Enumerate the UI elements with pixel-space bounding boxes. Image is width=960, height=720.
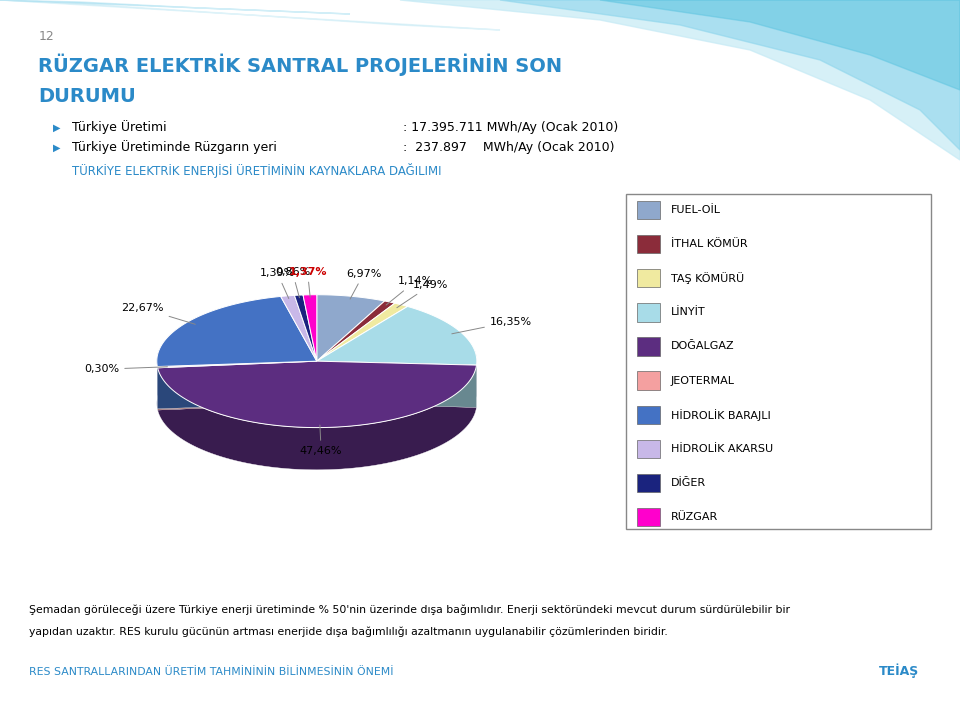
Polygon shape [156, 350, 159, 409]
Text: Türkiye Üretiminde Rüzgarın yeri: Türkiye Üretiminde Rüzgarın yeri [72, 140, 276, 154]
Bar [636, 508, 660, 526]
Text: FUEL-OİL: FUEL-OİL [671, 205, 721, 215]
Bar [636, 269, 660, 287]
Polygon shape [317, 303, 408, 361]
Polygon shape [156, 297, 317, 366]
Polygon shape [303, 294, 317, 361]
Bar [636, 372, 660, 390]
Text: LİNYİT: LİNYİT [671, 307, 706, 318]
Bar [636, 405, 660, 424]
Text: 47,46%: 47,46% [300, 425, 343, 456]
Polygon shape [157, 361, 317, 368]
Text: 1,49%: 1,49% [396, 280, 448, 307]
Text: TEİAŞ: TEİAŞ [878, 663, 919, 678]
Text: Türkiye Üretimi: Türkiye Üretimi [72, 120, 167, 134]
Text: yapıdan uzaktır. RES kurulu gücünün artması enerjide dışa bağımlılığı azaltmanın: yapıdan uzaktır. RES kurulu gücünün artm… [29, 626, 667, 637]
Text: İTHAL KÖMÜR: İTHAL KÖMÜR [671, 239, 747, 249]
Polygon shape [280, 295, 317, 361]
Polygon shape [317, 361, 476, 408]
Text: RÜZGAR ELEKTRİK SANTRAL PROJELERİNİN SON: RÜZGAR ELEKTRİK SANTRAL PROJELERİNİN SON [38, 53, 563, 76]
Text: DİĞER: DİĞER [671, 478, 706, 488]
Text: 22,67%: 22,67% [121, 303, 195, 324]
Text: 1,37%: 1,37% [288, 266, 326, 297]
Polygon shape [400, 0, 960, 160]
Text: 0,30%: 0,30% [84, 364, 167, 374]
Polygon shape [317, 361, 476, 408]
Polygon shape [0, 0, 350, 14]
Text: ▶: ▶ [53, 123, 60, 133]
Polygon shape [157, 361, 317, 410]
Text: : 17.395.711 MWh/Ay (Ocak 2010): : 17.395.711 MWh/Ay (Ocak 2010) [403, 121, 618, 134]
Polygon shape [600, 0, 960, 90]
Text: RÜZGAR: RÜZGAR [671, 512, 718, 522]
Bar [636, 440, 660, 458]
Text: RES SANTRALLARINDAN ÜRETİM TAHMİNİNİN BİLİNMESİNİN ÖNEMİ: RES SANTRALLARINDAN ÜRETİM TAHMİNİNİN Bİ… [29, 667, 394, 677]
FancyBboxPatch shape [626, 194, 931, 529]
Polygon shape [157, 361, 317, 410]
Text: 1,39%: 1,39% [260, 268, 295, 299]
Bar [636, 303, 660, 322]
Text: TAŞ KÖMÜRÜ: TAŞ KÖMÜRÜ [671, 272, 744, 284]
Polygon shape [157, 365, 476, 470]
Text: :  237.897    MWh/Ay (Ocak 2010): : 237.897 MWh/Ay (Ocak 2010) [403, 141, 614, 154]
Polygon shape [500, 0, 960, 150]
Polygon shape [0, 0, 500, 30]
Text: JEOTERMAL: JEOTERMAL [671, 376, 734, 386]
Polygon shape [295, 295, 317, 361]
Bar [636, 474, 660, 492]
Text: DOĞALGAZ: DOĞALGAZ [671, 341, 734, 351]
Bar [636, 337, 660, 356]
Text: Şemadan görüleceği üzere Türkiye enerji üretiminde % 50'nin üzerinde dışa bağıml: Şemadan görüleceği üzere Türkiye enerji … [29, 605, 790, 616]
Text: 0,86%: 0,86% [275, 267, 310, 298]
Text: 12: 12 [38, 30, 54, 42]
Polygon shape [317, 307, 477, 365]
Text: HİDROLİK BARAJLI: HİDROLİK BARAJLI [671, 409, 771, 420]
Bar [636, 201, 660, 219]
Polygon shape [157, 361, 317, 409]
Polygon shape [317, 294, 385, 361]
Polygon shape [317, 301, 395, 361]
Text: 16,35%: 16,35% [452, 317, 532, 334]
Polygon shape [474, 350, 477, 408]
Text: TÜRKİYE ELEKTRİK ENERJİSİ ÜRETİMİNİN KAYNAKLARA DAĞILIMI: TÜRKİYE ELEKTRİK ENERJİSİ ÜRETİMİNİN KAY… [72, 163, 442, 178]
Polygon shape [157, 361, 317, 409]
Polygon shape [157, 361, 476, 428]
Text: 1,14%: 1,14% [386, 276, 433, 305]
Text: ▶: ▶ [53, 143, 60, 153]
Text: DURUMU: DURUMU [38, 87, 136, 107]
Text: 6,97%: 6,97% [346, 269, 381, 299]
Bar [636, 235, 660, 253]
Text: HİDROLİK AKARSU: HİDROLİK AKARSU [671, 444, 773, 454]
